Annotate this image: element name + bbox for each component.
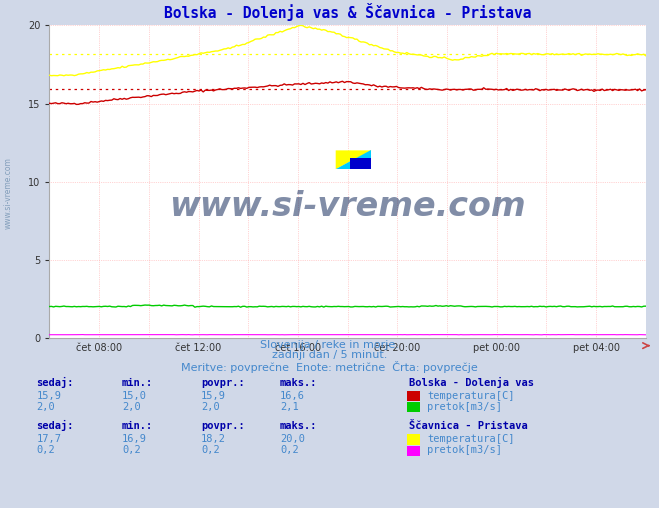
Text: www.si-vreme.com: www.si-vreme.com (169, 190, 526, 223)
Text: povpr.:: povpr.: (201, 378, 244, 388)
Text: 16,6: 16,6 (280, 391, 305, 401)
Text: 18,2: 18,2 (201, 434, 226, 444)
Text: 17,7: 17,7 (36, 434, 61, 444)
Text: 2,0: 2,0 (122, 402, 140, 412)
Text: temperatura[C]: temperatura[C] (427, 434, 515, 444)
Text: sedaj:: sedaj: (36, 377, 74, 388)
Text: 15,9: 15,9 (201, 391, 226, 401)
Polygon shape (350, 158, 372, 169)
Text: 2,1: 2,1 (280, 402, 299, 412)
Text: min.:: min.: (122, 378, 153, 388)
Text: min.:: min.: (122, 421, 153, 431)
Text: 0,2: 0,2 (36, 445, 55, 455)
Title: Bolska - Dolenja vas & Ščavnica - Pristava: Bolska - Dolenja vas & Ščavnica - Prista… (164, 4, 531, 21)
Text: Slovenija / reke in morje.: Slovenija / reke in morje. (260, 340, 399, 350)
Text: 15,0: 15,0 (122, 391, 147, 401)
Text: pretok[m3/s]: pretok[m3/s] (427, 402, 502, 412)
Text: 0,2: 0,2 (201, 445, 219, 455)
Text: 2,0: 2,0 (201, 402, 219, 412)
Text: 0,2: 0,2 (280, 445, 299, 455)
Text: Bolska - Dolenja vas: Bolska - Dolenja vas (409, 377, 534, 388)
Polygon shape (335, 150, 372, 169)
Text: 2,0: 2,0 (36, 402, 55, 412)
Text: zadnji dan / 5 minut.: zadnji dan / 5 minut. (272, 350, 387, 360)
Text: maks.:: maks.: (280, 421, 318, 431)
Text: 20,0: 20,0 (280, 434, 305, 444)
Text: www.si-vreme.com: www.si-vreme.com (3, 157, 13, 229)
Text: 0,2: 0,2 (122, 445, 140, 455)
Text: temperatura[C]: temperatura[C] (427, 391, 515, 401)
Text: maks.:: maks.: (280, 378, 318, 388)
Text: 15,9: 15,9 (36, 391, 61, 401)
Text: pretok[m3/s]: pretok[m3/s] (427, 445, 502, 455)
Text: sedaj:: sedaj: (36, 420, 74, 431)
Text: Ščavnica - Pristava: Ščavnica - Pristava (409, 421, 527, 431)
Text: 16,9: 16,9 (122, 434, 147, 444)
Text: povpr.:: povpr.: (201, 421, 244, 431)
Text: Meritve: povprečne  Enote: metrične  Črta: povprečje: Meritve: povprečne Enote: metrične Črta:… (181, 361, 478, 373)
Polygon shape (335, 150, 372, 169)
